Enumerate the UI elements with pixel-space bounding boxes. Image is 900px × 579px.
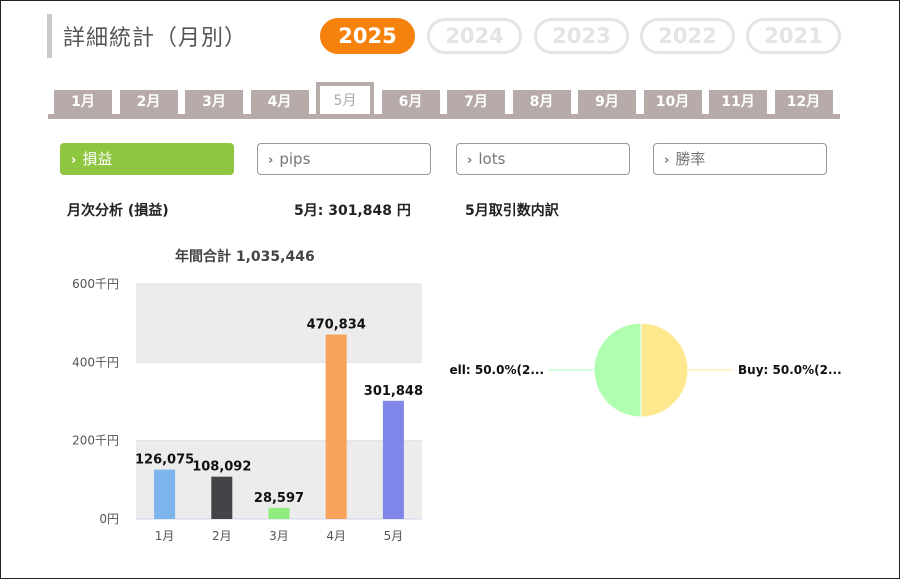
x-tick-label: 5月 — [384, 529, 404, 543]
month-value-label: 5月: 301,848 円 — [294, 203, 411, 219]
trade-breakdown-pie-chart: Buy: 50.0%(2... Sell: 50.0%(2... — [450, 322, 842, 418]
bar-data-label: 108,092 — [192, 460, 251, 475]
y-tick-label: 0円 — [99, 512, 119, 526]
year-button-2024[interactable]: 2024 — [427, 18, 522, 54]
chevron-right-icon: › — [664, 153, 670, 168]
pie-label-buy: Buy: 50.0%(2... — [738, 363, 842, 377]
title-accent-bar — [47, 14, 52, 58]
y-tick-label: 400千円 — [72, 355, 119, 369]
tab-month-5[interactable]: 5月 — [316, 82, 374, 119]
grid-band — [136, 284, 422, 363]
chevron-right-icon: › — [268, 153, 274, 168]
breakdown-label: 5月取引数内訳 — [465, 203, 559, 219]
monthly-bar-chart: 0円 200千円 400千円 600千円 126,075 1月 108,092 2月 28,59… — [72, 277, 423, 543]
pie-slice-buy[interactable] — [640, 322, 689, 418]
bar-4[interactable] — [325, 334, 347, 519]
analysis-label: 月次分析 (損益) — [67, 203, 169, 219]
metric-button-label: 勝率 — [675, 150, 706, 168]
tab-month-11[interactable]: 11月 — [709, 90, 767, 115]
tab-month-6[interactable]: 6月 — [381, 90, 440, 115]
tab-month-8[interactable]: 8月 — [512, 90, 571, 115]
tab-month-4[interactable]: 4月 — [250, 90, 309, 115]
tab-month-1[interactable]: 1月 — [54, 90, 112, 115]
pie-slice-sell[interactable] — [593, 322, 642, 418]
tab-month-9[interactable]: 9月 — [578, 90, 636, 115]
metric-button-pips[interactable]: › pips — [257, 143, 431, 175]
y-tick-label: 200千円 — [72, 434, 119, 448]
metric-button-win-rate[interactable]: › 勝率 — [653, 143, 827, 175]
metric-button-label: 損益 — [82, 150, 113, 168]
chevron-right-icon: › — [467, 153, 473, 168]
x-tick-label: 2月 — [212, 529, 232, 543]
metric-button-lots[interactable]: › lots — [456, 143, 630, 175]
annual-total-label: 年間合計 1,035,446 — [175, 249, 315, 265]
chevron-right-icon: › — [71, 153, 77, 168]
tab-month-7[interactable]: 7月 — [447, 90, 505, 115]
year-button-2025[interactable]: 2025 — [320, 18, 415, 54]
metric-button-label: lots — [478, 150, 506, 168]
y-tick-label: 600千円 — [72, 277, 119, 291]
x-tick-label: 1月 — [155, 529, 175, 543]
page-title: 詳細統計（月別） — [63, 26, 248, 51]
tab-month-10[interactable]: 10月 — [643, 90, 702, 115]
metric-button-profit[interactable]: › 損益 — [60, 143, 234, 175]
tab-underline — [48, 114, 840, 119]
tab-month-2[interactable]: 2月 — [119, 90, 178, 115]
tab-month-12[interactable]: 12月 — [774, 90, 833, 115]
bar-5[interactable] — [382, 400, 404, 519]
bar-data-label: 470,834 — [307, 318, 366, 333]
year-button-2021[interactable]: 2021 — [746, 18, 841, 54]
bar-data-label: 301,848 — [364, 384, 423, 399]
bar-2[interactable] — [211, 476, 233, 519]
x-tick-label: 3月 — [269, 529, 289, 543]
metric-button-label: pips — [279, 150, 311, 168]
grid-band — [136, 440, 422, 519]
pie-label-sell: Sell: 50.0%(2... — [450, 363, 544, 377]
bar-3[interactable] — [268, 507, 290, 519]
bar-data-label: 126,075 — [135, 453, 194, 468]
year-button-2023[interactable]: 2023 — [534, 18, 629, 54]
x-tick-label: 4月 — [326, 529, 346, 543]
year-button-2022[interactable]: 2022 — [640, 18, 735, 54]
bar-data-label: 28,597 — [254, 491, 304, 506]
bar-1[interactable] — [154, 469, 176, 519]
tab-month-3[interactable]: 3月 — [185, 90, 243, 115]
